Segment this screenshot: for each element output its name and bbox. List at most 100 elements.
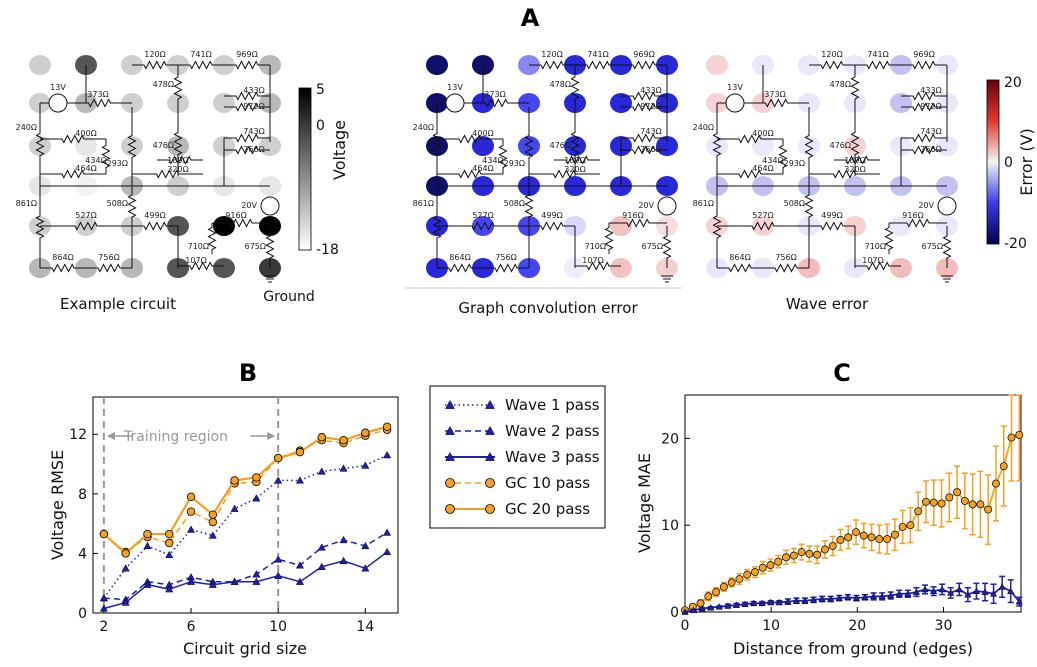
circuit-node — [890, 93, 912, 113]
data-point — [165, 538, 174, 548]
voltage-source-13v — [48, 93, 68, 113]
legend: Wave 1 pass Wave 2 pass Wave 3 pass GC 10 p… — [429, 385, 606, 529]
resistor — [178, 60, 224, 70]
data-point — [165, 550, 174, 559]
resistor — [265, 226, 275, 268]
resistor-label: 320Ω — [167, 165, 188, 174]
data-point — [976, 500, 985, 509]
source-label-13v: 13V — [447, 83, 463, 92]
resistor — [40, 169, 106, 179]
resistor — [437, 169, 503, 179]
data-point — [953, 488, 962, 497]
resistor-label: 675Ω — [245, 242, 266, 251]
resistor-label: 434Ω — [482, 156, 503, 165]
y-tick-label: 12 — [69, 427, 87, 443]
data-point — [208, 517, 218, 527]
data-point — [383, 547, 392, 556]
legend-marker — [485, 425, 495, 435]
data-point — [295, 577, 304, 585]
source-label-20v: 20V — [241, 201, 257, 210]
resistor-label: 675Ω — [922, 242, 943, 251]
data-point — [767, 598, 775, 606]
circuit-node — [890, 258, 912, 278]
data-point — [989, 590, 998, 597]
resistor — [554, 155, 600, 165]
resistor — [575, 261, 621, 271]
data-point — [252, 570, 261, 578]
resistor — [224, 102, 270, 112]
resistor — [570, 111, 580, 176]
data-point — [99, 604, 108, 612]
legend-label: Wave 2 pass — [505, 422, 600, 440]
region-arrow-head — [267, 432, 276, 440]
resistor — [178, 261, 224, 271]
example-circuit-caption: Example circuit — [60, 295, 176, 313]
circuit-node — [29, 55, 51, 75]
data-point — [727, 578, 736, 587]
resistor — [804, 186, 814, 226]
data-point — [809, 596, 818, 603]
voltage-tick-bottom: -18 — [316, 242, 339, 258]
resistor — [35, 186, 45, 268]
data-point — [741, 600, 749, 607]
voltage-tick-top: 5 — [316, 82, 325, 98]
resistor — [224, 60, 270, 70]
legend-marker — [485, 451, 495, 461]
resistor — [942, 226, 952, 268]
resistor-label: 766Ω — [640, 145, 661, 154]
resistor — [575, 60, 621, 70]
resistor — [224, 145, 270, 155]
series-line — [684, 585, 1020, 613]
data-point — [143, 580, 152, 588]
data-point — [801, 597, 809, 604]
series-line — [103, 531, 388, 601]
data-point — [895, 590, 903, 597]
source-label-13v: 13V — [727, 83, 743, 92]
resistor-label: 478Ω — [830, 80, 851, 89]
data-point — [252, 494, 261, 502]
resistor-label: 864Ω — [449, 253, 470, 262]
circuit-node — [75, 136, 97, 156]
data-point — [274, 476, 283, 484]
resistor — [717, 134, 783, 144]
resistor-label: 107Ω — [185, 256, 206, 265]
resistor — [884, 223, 894, 254]
data-point — [844, 593, 852, 601]
data-point — [121, 564, 130, 572]
error-colorbar-gradient — [986, 79, 1000, 245]
resistor — [621, 60, 667, 70]
gc-error-caption: Graph convolution error — [458, 299, 638, 317]
data-point — [852, 594, 861, 601]
error-tick-top: 20 — [1004, 75, 1022, 91]
resistor-label: 189Ω — [844, 156, 865, 165]
resistor — [157, 155, 203, 165]
data-point — [252, 577, 261, 585]
circuit-node — [610, 216, 632, 236]
data-point — [981, 588, 989, 595]
resistor — [804, 107, 814, 186]
data-point — [712, 588, 721, 596]
resistor — [524, 107, 534, 186]
resistor — [712, 103, 722, 186]
resistor — [604, 223, 614, 254]
resistor — [529, 169, 600, 179]
resistor — [901, 133, 947, 143]
panel-letter-c: C — [833, 359, 851, 387]
chart-c-ticks: 0 10 20 30 0 10 20 — [661, 431, 952, 634]
resistor — [621, 102, 667, 112]
resistor — [809, 60, 855, 70]
resistor-label: 710Ω — [188, 242, 209, 251]
resistor-label: 969Ω — [633, 50, 654, 59]
source-label-13v: 13V — [50, 83, 66, 92]
data-point — [782, 553, 791, 562]
data-point — [143, 529, 152, 539]
error-tick-bottom: -20 — [1004, 236, 1027, 252]
wire-group — [432, 60, 673, 283]
circuit-node — [167, 136, 189, 156]
data-point — [758, 563, 767, 572]
legend-marker — [485, 504, 495, 514]
data-point — [947, 589, 955, 596]
resistor — [621, 145, 667, 155]
data-point — [187, 525, 196, 533]
data-point — [784, 597, 792, 605]
